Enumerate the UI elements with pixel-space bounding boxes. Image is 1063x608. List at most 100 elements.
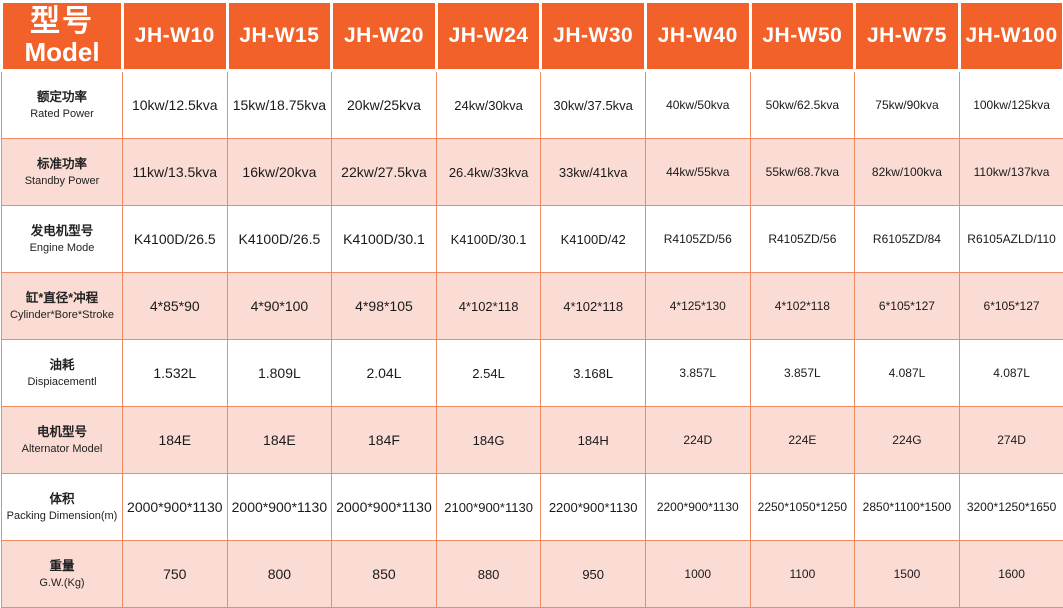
row-label-en: G.W.(Kg) (4, 576, 120, 590)
model-header-jh-w24: JH-W24 (436, 2, 541, 71)
spec-cell: 4*102*118 (750, 273, 855, 340)
spec-cell: K4100D/26.5 (227, 206, 332, 273)
spec-cell: 184E (227, 407, 332, 474)
row-label-en: Cylinder*Bore*Stroke (4, 308, 120, 322)
model-header-jh-w20: JH-W20 (332, 2, 437, 71)
spec-cell: 950 (541, 541, 646, 608)
spec-cell: 4.087L (959, 340, 1063, 407)
spec-cell: 1500 (855, 541, 960, 608)
spec-cell: 1600 (959, 541, 1063, 608)
model-header-jh-w75: JH-W75 (855, 2, 960, 71)
spec-cell: 50kw/62.5kva (750, 71, 855, 139)
spec-cell: 3.168L (541, 340, 646, 407)
spec-cell: 82kw/100kva (855, 139, 960, 206)
spec-cell: 1.532L (123, 340, 228, 407)
spec-cell: 224E (750, 407, 855, 474)
row-label-en: Dispiacementl (4, 375, 120, 389)
spec-cell: 22kw/27.5kva (332, 139, 437, 206)
spec-cell: K4100D/42 (541, 206, 646, 273)
spec-cell: 24kw/30kva (436, 71, 541, 139)
spec-cell: 40kw/50kva (645, 71, 750, 139)
spec-cell: 184F (332, 407, 437, 474)
spec-cell: 3200*1250*1650 (959, 474, 1063, 541)
spec-cell: 184E (123, 407, 228, 474)
spec-cell: 2200*900*1130 (541, 474, 646, 541)
spec-cell: 2.54L (436, 340, 541, 407)
spec-cell: R4105ZD/56 (750, 206, 855, 273)
model-label-zh: 型号 (3, 5, 121, 38)
spec-cell: 274D (959, 407, 1063, 474)
spec-cell: 4.087L (855, 340, 960, 407)
spec-cell: 4*125*130 (645, 273, 750, 340)
spec-cell: 44kw/55kva (645, 139, 750, 206)
spec-cell: K4100D/30.1 (332, 206, 437, 273)
spec-cell: 10kw/12.5kva (123, 71, 228, 139)
row-label-en: Packing Dimension(m) (4, 509, 120, 523)
model-header-cell: 型号 Model (2, 2, 123, 71)
row-label-en: Rated Power (4, 107, 120, 121)
spec-cell: 6*105*127 (959, 273, 1063, 340)
row-label-zh: 缸*直径*冲程 (4, 289, 120, 308)
row-label-zh: 额定功率 (4, 88, 120, 107)
spec-cell: 2000*900*1130 (332, 474, 437, 541)
spec-cell: 15kw/18.75kva (227, 71, 332, 139)
spec-cell: 75kw/90kva (855, 71, 960, 139)
spec-cell: 20kw/25kva (332, 71, 437, 139)
spec-cell: R6105ZD/84 (855, 206, 960, 273)
model-header-jh-w30: JH-W30 (541, 2, 646, 71)
spec-cell: 4*102*118 (541, 273, 646, 340)
spec-cell: 184G (436, 407, 541, 474)
spec-cell: 2000*900*1130 (227, 474, 332, 541)
model-header-jh-w15: JH-W15 (227, 2, 332, 71)
spec-cell: 11kw/13.5kva (123, 139, 228, 206)
spec-cell: 1000 (645, 541, 750, 608)
row-label-en: Engine Mode (4, 241, 120, 255)
row-label-zh: 发电机型号 (4, 222, 120, 241)
spec-cell: 1100 (750, 541, 855, 608)
spec-cell: 224D (645, 407, 750, 474)
spec-cell: 800 (227, 541, 332, 608)
spec-cell: 3.857L (645, 340, 750, 407)
spec-cell: 850 (332, 541, 437, 608)
model-label-en: Model (3, 38, 121, 67)
spec-cell: 2200*900*1130 (645, 474, 750, 541)
row-label-en: Standby Power (4, 174, 120, 188)
spec-cell: 3.857L (750, 340, 855, 407)
spec-cell: 55kw/68.7kva (750, 139, 855, 206)
spec-cell: K4100D/30.1 (436, 206, 541, 273)
model-header-jh-w50: JH-W50 (750, 2, 855, 71)
spec-cell: 2850*1100*1500 (855, 474, 960, 541)
spec-cell: 2100*900*1130 (436, 474, 541, 541)
spec-cell: K4100D/26.5 (123, 206, 228, 273)
model-header-jh-w40: JH-W40 (645, 2, 750, 71)
spec-cell: 184H (541, 407, 646, 474)
spec-cell: 750 (123, 541, 228, 608)
row-label-zh: 油耗 (4, 356, 120, 375)
spec-cell: 4*85*90 (123, 273, 228, 340)
row-label-zh: 重量 (4, 557, 120, 576)
row-label-en: Alternator Model (4, 442, 120, 456)
spec-cell: 33kw/41kva (541, 139, 646, 206)
row-label-zh: 电机型号 (4, 423, 120, 442)
spec-cell: 4*102*118 (436, 273, 541, 340)
row-label-zh: 标准功率 (4, 155, 120, 174)
spec-cell: 26.4kw/33kva (436, 139, 541, 206)
spec-cell: 1.809L (227, 340, 332, 407)
spec-cell: 4*90*100 (227, 273, 332, 340)
spec-cell: 880 (436, 541, 541, 608)
spec-cell: 2250*1050*1250 (750, 474, 855, 541)
spec-cell: 4*98*105 (332, 273, 437, 340)
